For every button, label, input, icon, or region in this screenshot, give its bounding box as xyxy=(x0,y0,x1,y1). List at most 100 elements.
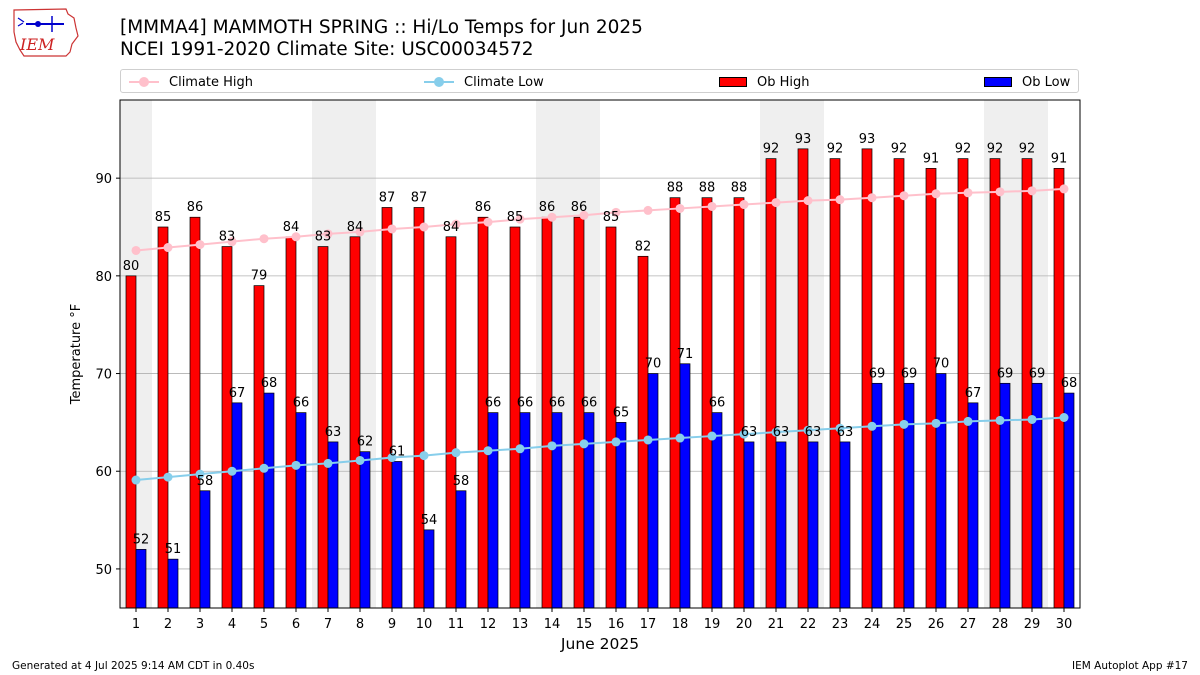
x-axis-label: June 2025 xyxy=(560,635,639,653)
x-tick-label-17: 17 xyxy=(640,617,657,632)
point-climate-low-16 xyxy=(611,437,621,447)
footer-generated: Generated at 4 Jul 2025 9:14 AM CDT in 0… xyxy=(12,660,255,672)
point-climate-high-28 xyxy=(995,187,1005,197)
data-label-ob-high-10: 87 xyxy=(411,190,428,205)
data-label-ob-high-5: 79 xyxy=(251,269,268,284)
point-climate-low-29 xyxy=(1027,414,1037,424)
bar-ob-low-4 xyxy=(231,402,243,609)
line-climate-high xyxy=(135,187,1065,252)
x-tick-label-13: 13 xyxy=(512,617,529,632)
data-label-ob-high-25: 92 xyxy=(891,142,908,157)
x-tick-label-23: 23 xyxy=(832,617,849,632)
bar-ob-high-23 xyxy=(829,158,841,609)
point-climate-low-19 xyxy=(707,431,717,441)
point-climate-low-21 xyxy=(771,427,781,437)
point-climate-high-14 xyxy=(547,212,557,222)
x-tick-label-15: 15 xyxy=(576,617,593,632)
data-label-ob-high-4: 83 xyxy=(219,230,236,245)
x-tick-label-21: 21 xyxy=(768,617,785,632)
x-tick-label-14: 14 xyxy=(544,617,561,632)
y-tick-label-90: 90 xyxy=(95,172,112,187)
data-label-ob-low-15: 66 xyxy=(581,396,598,411)
bar-ob-low-22 xyxy=(807,441,819,609)
line-climate-low xyxy=(135,416,1065,482)
data-label-ob-low-21: 63 xyxy=(773,425,790,440)
x-tick-label-6: 6 xyxy=(292,617,300,632)
data-label-ob-low-11: 58 xyxy=(453,474,470,489)
legend-item-climate-low: Climate Low xyxy=(424,70,544,94)
point-climate-high-21 xyxy=(771,198,781,208)
x-tick-label-24: 24 xyxy=(864,617,881,632)
data-label-ob-low-1: 52 xyxy=(133,532,150,547)
plot-frame xyxy=(119,99,1081,609)
point-climate-low-9 xyxy=(387,453,397,463)
legend-label-ob-low: Ob Low xyxy=(1022,74,1071,90)
bar-ob-low-25 xyxy=(903,382,915,609)
data-label-ob-high-3: 86 xyxy=(187,200,204,215)
y-tick-label-60: 60 xyxy=(95,465,112,480)
x-tick-label-4: 4 xyxy=(228,617,236,632)
x-tick-label-26: 26 xyxy=(928,617,945,632)
data-label-ob-high-13: 85 xyxy=(507,210,524,225)
x-tick-label-9: 9 xyxy=(388,617,396,632)
data-label-ob-low-10: 54 xyxy=(421,513,438,528)
legend-item-climate-high: Climate High xyxy=(129,70,253,94)
legend-label-climate-high: Climate High xyxy=(169,74,254,90)
bar-ob-low-1 xyxy=(135,549,147,609)
bar-ob-low-11 xyxy=(455,490,467,609)
bar-ob-low-19 xyxy=(711,412,723,609)
data-label-ob-high-28: 92 xyxy=(987,142,1004,157)
data-label-ob-high-17: 82 xyxy=(635,239,652,254)
data-label-ob-high-12: 86 xyxy=(475,200,492,215)
bar-ob-high-9 xyxy=(381,207,393,609)
bar-ob-low-23 xyxy=(839,441,851,609)
data-label-ob-low-12: 66 xyxy=(485,396,502,411)
data-label-ob-high-7: 83 xyxy=(315,230,332,245)
bar-ob-high-18 xyxy=(669,197,681,609)
data-label-ob-high-23: 92 xyxy=(827,142,844,157)
chart-subtitle: NCEI 1991-2020 Climate Site: USC00034572 xyxy=(120,39,534,60)
bar-ob-high-29 xyxy=(1021,158,1033,609)
point-climate-low-11 xyxy=(451,448,461,458)
data-label-ob-high-21: 92 xyxy=(763,142,780,157)
bar-ob-low-27 xyxy=(967,402,979,609)
point-climate-high-8 xyxy=(355,227,365,237)
x-tick-label-27: 27 xyxy=(960,617,977,632)
x-tick-label-3: 3 xyxy=(196,617,204,632)
point-climate-low-24 xyxy=(867,421,877,431)
data-label-ob-low-13: 66 xyxy=(517,396,534,411)
data-label-ob-high-11: 84 xyxy=(443,220,460,235)
data-label-ob-low-26: 70 xyxy=(933,357,950,372)
point-climate-low-26 xyxy=(931,418,941,428)
bar-ob-high-15 xyxy=(573,216,585,609)
data-label-ob-low-30: 68 xyxy=(1061,376,1078,391)
bar-ob-high-20 xyxy=(733,197,745,609)
point-climate-high-19 xyxy=(707,201,717,211)
x-tick-label-7: 7 xyxy=(324,617,332,632)
bar-ob-low-5 xyxy=(263,392,275,609)
point-climate-high-13 xyxy=(515,214,525,224)
bar-ob-high-17 xyxy=(637,255,649,609)
bar-ob-high-12 xyxy=(477,216,489,609)
point-climate-low-20 xyxy=(739,429,749,439)
data-label-ob-low-5: 68 xyxy=(261,376,278,391)
data-label-ob-high-29: 92 xyxy=(1019,142,1036,157)
x-tick-label-8: 8 xyxy=(356,617,364,632)
x-tick-label-16: 16 xyxy=(608,617,625,632)
point-climate-high-11 xyxy=(451,219,461,229)
data-label-ob-high-26: 91 xyxy=(923,151,940,166)
bar-ob-low-9 xyxy=(391,461,403,609)
bar-ob-low-10 xyxy=(423,529,435,609)
y-axis-label: Temperature °F xyxy=(69,304,84,405)
data-label-ob-low-2: 51 xyxy=(165,542,182,557)
bar-ob-high-27 xyxy=(957,158,969,609)
point-climate-low-23 xyxy=(835,423,845,433)
bar-ob-high-26 xyxy=(925,168,937,609)
bar-ob-high-1 xyxy=(125,275,137,609)
point-climate-high-30 xyxy=(1059,184,1069,194)
bar-ob-high-14 xyxy=(541,216,553,609)
bar-ob-low-20 xyxy=(743,441,755,609)
data-label-ob-high-14: 86 xyxy=(539,200,556,215)
data-label-ob-high-2: 85 xyxy=(155,210,172,225)
